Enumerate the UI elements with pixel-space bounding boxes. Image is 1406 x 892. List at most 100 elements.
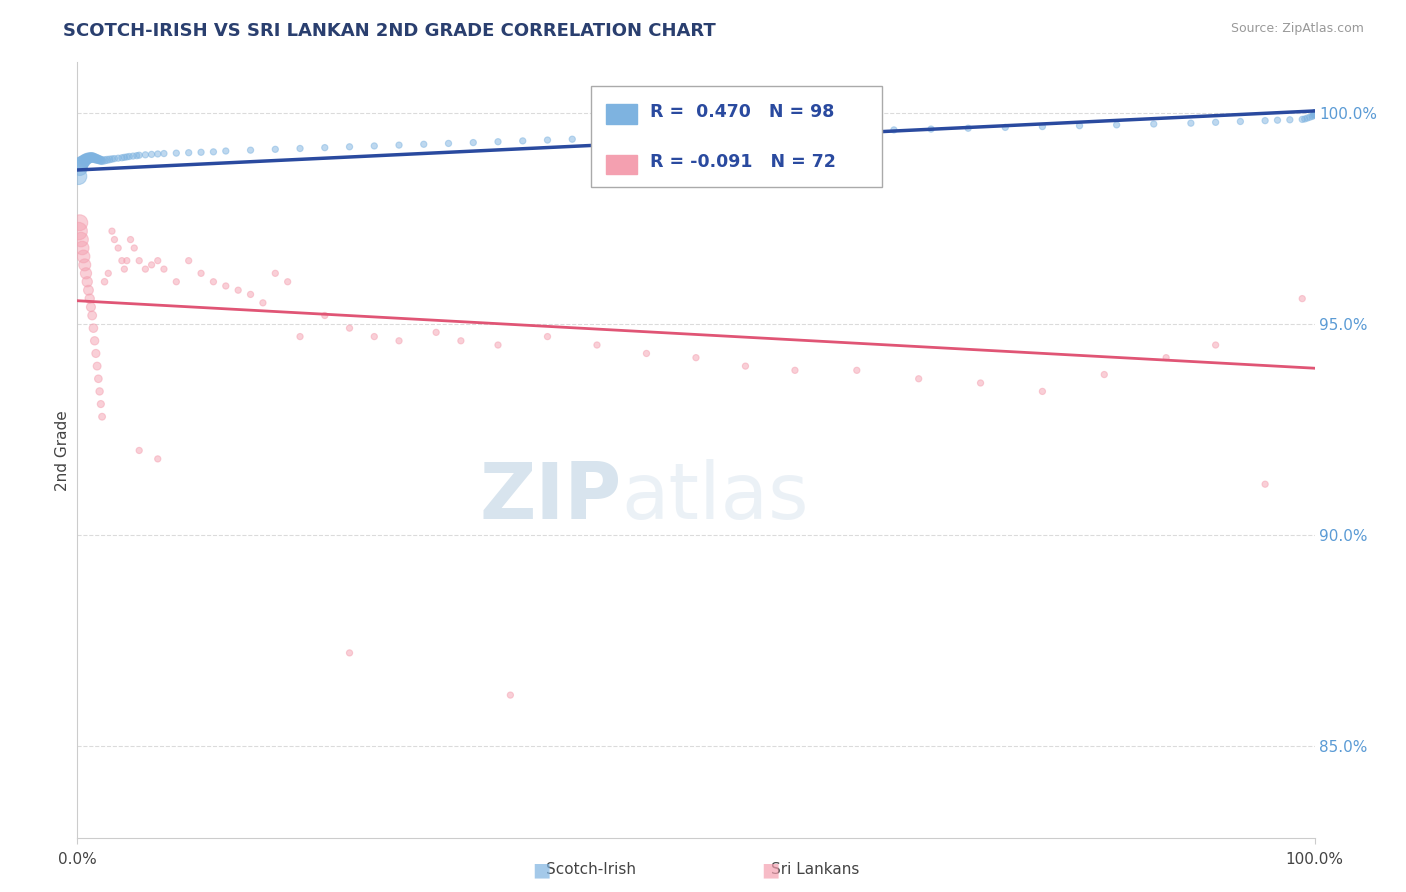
Point [72, 241, 94, 255]
Point [76, 275, 98, 289]
Point [264, 142, 287, 156]
Point [73, 153, 96, 168]
Point [75, 266, 97, 280]
Point [920, 122, 942, 136]
Point [122, 241, 145, 255]
Point [103, 152, 125, 166]
Point [1303, 108, 1326, 122]
Point [128, 148, 150, 162]
Point [845, 363, 868, 377]
Point [1296, 111, 1319, 125]
Bar [606, 104, 637, 124]
Point [93, 275, 115, 289]
Point [107, 241, 129, 255]
Point [83, 334, 105, 348]
Point [659, 129, 682, 144]
Point [450, 334, 472, 348]
Point [69, 216, 91, 230]
Point [165, 146, 187, 161]
Point [101, 152, 124, 166]
Point [1303, 106, 1326, 120]
Point [783, 126, 806, 140]
Point [90, 397, 112, 411]
Point [153, 262, 176, 277]
Point [957, 121, 980, 136]
Point [1303, 106, 1326, 120]
Point [141, 147, 163, 161]
Point [107, 151, 129, 165]
Point [111, 151, 134, 165]
Point [90, 153, 112, 168]
Point [80, 150, 103, 164]
Point [146, 253, 169, 268]
Point [536, 329, 558, 343]
Point [252, 296, 274, 310]
Point [1303, 106, 1326, 120]
Point [76, 152, 98, 166]
Point [111, 253, 134, 268]
Point [134, 148, 156, 162]
Point [1205, 338, 1227, 352]
Point [239, 287, 262, 301]
Point [128, 443, 150, 458]
Point [82, 151, 104, 165]
Point [1302, 109, 1324, 123]
Point [82, 150, 104, 164]
Point [177, 253, 200, 268]
Point [734, 359, 756, 373]
Point [125, 148, 148, 162]
Point [1291, 112, 1313, 127]
Point [84, 346, 107, 360]
Point [82, 309, 104, 323]
Point [339, 321, 361, 335]
Point [190, 145, 212, 160]
Point [1180, 116, 1202, 130]
Point [1278, 112, 1301, 127]
Point [118, 149, 141, 163]
Point [969, 376, 991, 390]
Point [165, 275, 187, 289]
Text: SCOTCH-IRISH VS SRI LANKAN 2ND GRADE CORRELATION CHART: SCOTCH-IRISH VS SRI LANKAN 2ND GRADE COR… [63, 22, 716, 40]
Point [561, 132, 583, 146]
Point [1298, 110, 1320, 124]
Point [1303, 106, 1326, 120]
Point [89, 384, 111, 399]
Point [710, 128, 733, 142]
Point [122, 149, 145, 163]
Point [363, 329, 385, 343]
Point [72, 156, 94, 170]
Point [314, 141, 336, 155]
Point [239, 143, 262, 157]
Point [1303, 107, 1326, 121]
Point [907, 372, 929, 386]
Point [67, 224, 90, 238]
Point [1291, 292, 1313, 306]
Point [314, 309, 336, 323]
Point [339, 140, 361, 154]
Point [115, 253, 138, 268]
Point [141, 258, 163, 272]
Point [146, 147, 169, 161]
Point [388, 138, 411, 153]
Point [288, 141, 311, 155]
Point [83, 151, 105, 165]
Point [79, 292, 101, 306]
Point [153, 146, 176, 161]
Point [747, 127, 769, 141]
Point [226, 283, 249, 297]
Point [190, 266, 212, 280]
Point [146, 451, 169, 466]
Text: ■: ■ [531, 860, 551, 880]
Point [120, 233, 142, 247]
Point [486, 135, 509, 149]
Point [1229, 114, 1251, 128]
Point [177, 145, 200, 160]
Point [67, 169, 90, 184]
Point [91, 153, 114, 168]
Point [685, 351, 707, 365]
Point [82, 321, 104, 335]
Point [1303, 107, 1326, 121]
Point [72, 249, 94, 263]
Point [499, 688, 522, 702]
Point [536, 133, 558, 147]
